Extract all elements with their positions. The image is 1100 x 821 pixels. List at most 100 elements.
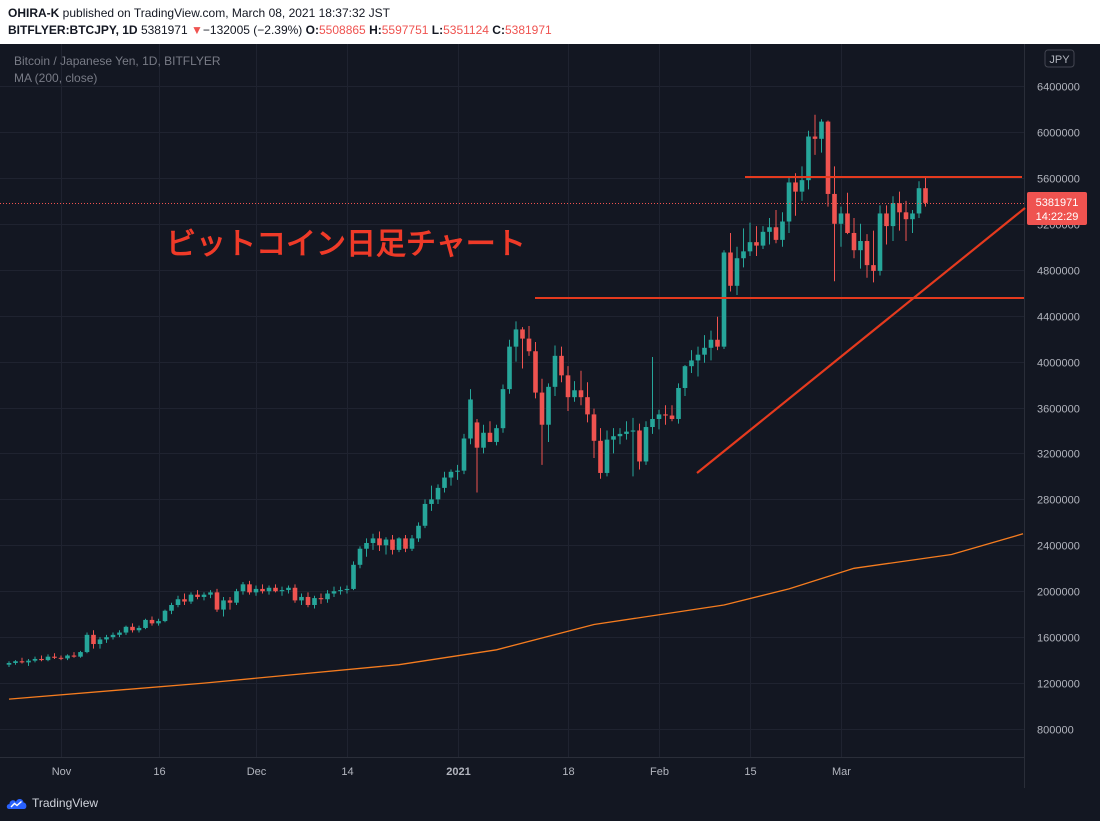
candle-body	[819, 121, 824, 139]
candle-up	[481, 424, 486, 454]
candle-body	[630, 430, 636, 432]
candle-down	[793, 173, 798, 216]
candle-body	[201, 594, 207, 597]
candle-body	[663, 414, 668, 416]
candle-body	[871, 265, 876, 271]
candle-body	[669, 415, 675, 419]
candle-up	[78, 650, 83, 658]
candle-up	[175, 595, 181, 608]
candle-body	[910, 213, 915, 220]
candle-body	[364, 542, 369, 549]
candle-up	[650, 356, 655, 434]
candle-up	[123, 625, 129, 635]
header: OHIRA-K published on TradingView.com, Ma…	[0, 0, 1100, 40]
candle-up	[221, 596, 226, 617]
candle-down	[58, 655, 64, 661]
candle-body	[149, 619, 155, 624]
candle-up	[572, 381, 577, 402]
candle-body	[637, 430, 642, 462]
chart-area[interactable]: 800000 1200000 1600000 2000000 2400000 280000…	[0, 44, 1100, 788]
candle-down	[884, 205, 889, 245]
candle-up	[312, 595, 317, 609]
candle-down	[214, 588, 220, 612]
candle-up	[442, 471, 447, 493]
candle-body	[13, 661, 18, 663]
candle-down	[559, 346, 564, 383]
candle-up	[13, 660, 18, 665]
candle-body	[396, 538, 402, 550]
ma200-line	[8, 533, 1024, 700]
author-name[interactable]: OHIRA-K	[8, 6, 60, 20]
candle-body	[923, 188, 928, 203]
price-tick-label: 2800000	[1037, 495, 1080, 507]
candle-up	[643, 421, 649, 465]
candle-body	[624, 431, 629, 434]
candle-body	[208, 592, 213, 595]
candle-body	[890, 203, 896, 227]
candle-body	[877, 213, 883, 271]
candle-body	[169, 604, 174, 611]
candle-up	[169, 602, 174, 615]
candle-down	[149, 616, 155, 626]
chart-annotation-text[interactable]: ビットコイン日足チャート	[166, 228, 526, 261]
candle-body	[533, 351, 538, 393]
candle-up	[396, 537, 402, 553]
candle-body	[130, 626, 135, 631]
candle-down	[39, 655, 44, 662]
ascending-trendline[interactable]	[696, 207, 1026, 474]
candle-body	[377, 538, 382, 546]
candle-body	[65, 655, 70, 659]
candle-body	[825, 121, 831, 194]
candles	[6, 114, 928, 667]
price-axis[interactable]: 800000 1200000 1600000 2000000 2400000 280000…	[1037, 82, 1080, 737]
candle-down	[474, 418, 480, 493]
candle-body	[234, 591, 239, 603]
candle-up	[721, 250, 727, 349]
price-chart[interactable]: 800000 1200000 1600000 2000000 2400000 280000…	[0, 44, 1100, 788]
candle-up	[500, 384, 506, 433]
candle-body	[643, 427, 649, 462]
candle-up	[234, 588, 239, 605]
candle-up	[325, 590, 330, 603]
tradingview-logo[interactable]: TradingView	[6, 796, 98, 810]
candle-up	[656, 409, 662, 430]
candle-body	[71, 655, 77, 657]
candle-body	[468, 399, 473, 439]
candle-body	[903, 212, 909, 220]
candle-up	[890, 196, 896, 242]
candle-body	[858, 241, 863, 251]
ohlc-line: BITFLYER:BTCJPY, 1D 5381971 ▼−132005 (−2…	[8, 23, 552, 37]
candle-body	[58, 657, 64, 659]
candle-body	[123, 626, 129, 633]
candle-up	[819, 119, 824, 153]
price-tick-label: 2000000	[1037, 587, 1080, 599]
candle-up	[838, 206, 844, 247]
candle-body	[84, 634, 90, 653]
candle-up	[201, 592, 207, 601]
candle-up	[630, 417, 636, 477]
candle-body	[754, 242, 759, 246]
candle-body	[260, 588, 265, 592]
candle-down	[669, 405, 675, 422]
bar-countdown: 14:22:29	[1036, 211, 1079, 223]
price-change: −132005 (−2.39%)	[202, 23, 303, 37]
candle-up	[916, 181, 922, 219]
candle-body	[851, 232, 857, 251]
currency-badge[interactable]: JPY	[1044, 49, 1075, 68]
candle-up	[6, 661, 12, 667]
trend-drawings[interactable]	[535, 176, 1026, 474]
time-axis[interactable]: Nov 16 Dec 14 2021 18 Feb 15 Mar	[52, 766, 852, 778]
candle-body	[136, 627, 142, 631]
candle-body	[884, 213, 889, 227]
candle-down	[637, 423, 642, 470]
candle-body	[448, 471, 454, 478]
candle-body	[591, 414, 597, 441]
candle-body	[676, 387, 681, 419]
candle-body	[734, 258, 740, 286]
candle-body	[682, 366, 688, 388]
candle-body	[799, 180, 805, 192]
candle-body	[6, 662, 12, 665]
candle-body	[403, 538, 408, 549]
last-price-badge: 5381971 14:22:29	[1027, 192, 1087, 225]
candle-body	[26, 660, 31, 663]
